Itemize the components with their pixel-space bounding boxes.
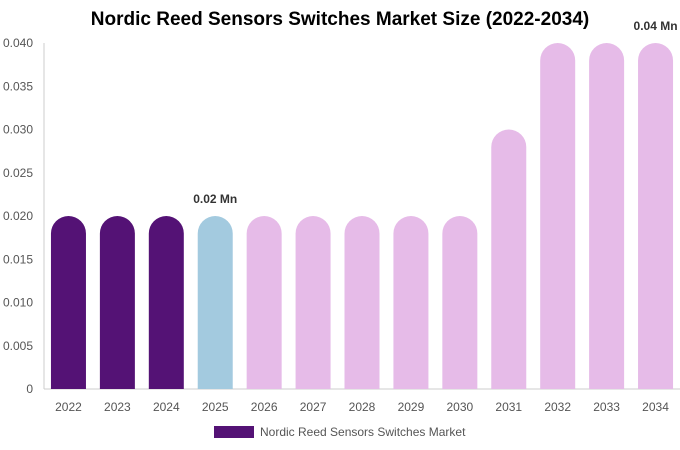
x-tick-label: 2033	[593, 400, 620, 414]
bar	[50, 216, 86, 389]
bar	[393, 216, 429, 389]
bar	[540, 43, 576, 389]
x-tick-label: 2027	[300, 400, 327, 414]
y-tick-label: 0	[26, 382, 33, 396]
legend: Nordic Reed Sensors Switches Market	[214, 425, 465, 439]
legend-swatch	[214, 426, 254, 438]
chart-title: Nordic Reed Sensors Switches Market Size…	[90, 9, 590, 30]
x-tick-label: 2023	[104, 400, 131, 414]
data-label: 0.04 Mn	[634, 19, 678, 33]
y-tick-label: 0.035	[3, 79, 33, 93]
x-tick-label: 2034	[642, 400, 669, 414]
y-tick-label: 0.015	[3, 252, 33, 266]
bar	[148, 216, 184, 389]
y-tick-label: 0.005	[3, 339, 33, 353]
bar	[197, 216, 233, 389]
bar	[638, 43, 674, 389]
data-label: 0.02 Mn	[193, 192, 237, 206]
bar	[246, 216, 282, 389]
bar	[344, 216, 380, 389]
x-tick-label: 2026	[251, 400, 278, 414]
y-tick-label: 0.020	[3, 209, 33, 223]
x-tick-label: 2030	[446, 400, 473, 414]
x-tick-label: 2031	[495, 400, 522, 414]
y-tick-label: 0.040	[3, 36, 33, 50]
bar	[99, 216, 135, 389]
legend-label: Nordic Reed Sensors Switches Market	[260, 425, 466, 439]
y-tick-label: 0.010	[3, 296, 33, 310]
bar	[295, 216, 331, 389]
y-tick-label: 0.025	[3, 166, 33, 180]
bar	[491, 129, 527, 389]
x-tick-label: 2032	[544, 400, 571, 414]
x-tick-label: 2025	[202, 400, 229, 414]
bar	[589, 43, 625, 389]
x-tick-label: 2029	[398, 400, 425, 414]
x-tick-label: 2022	[55, 400, 82, 414]
y-tick-label: 0.030	[3, 123, 33, 137]
bar	[442, 216, 478, 389]
x-tick-label: 2028	[349, 400, 376, 414]
x-tick-label: 2024	[153, 400, 180, 414]
